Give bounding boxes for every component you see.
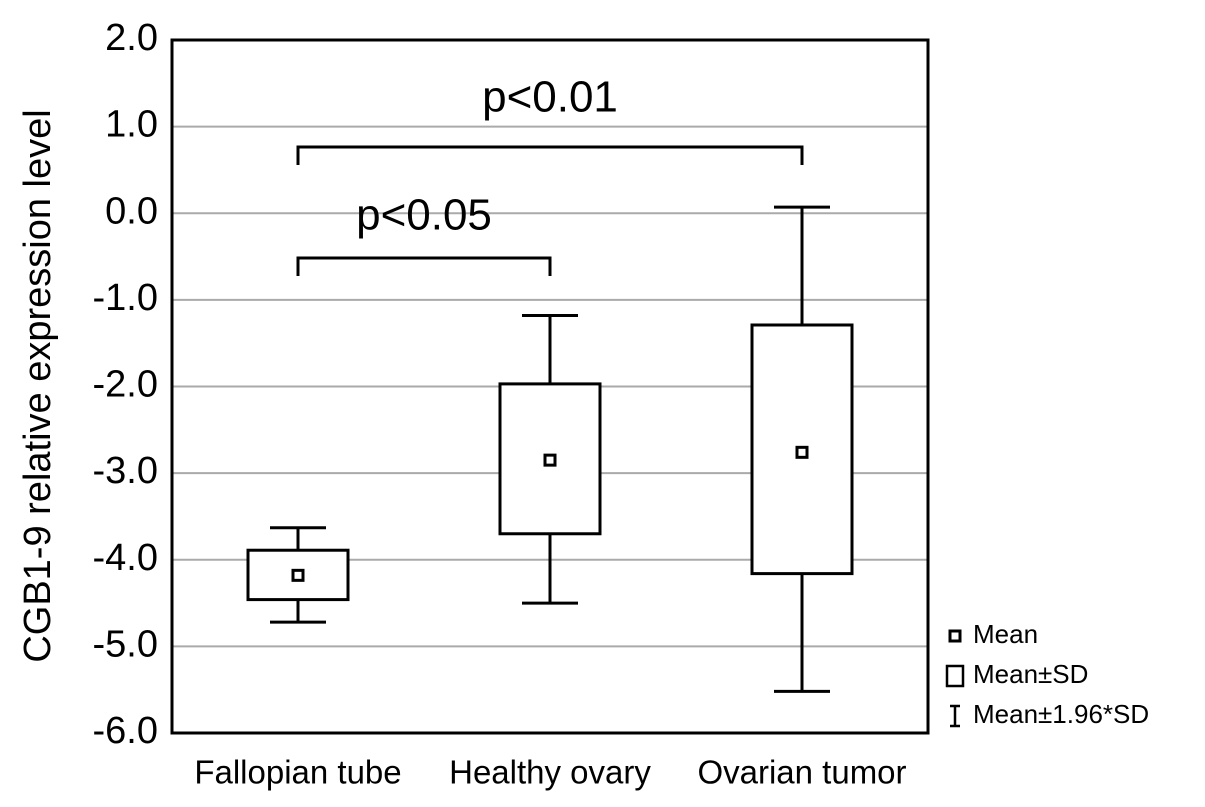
legend-symbol bbox=[945, 664, 965, 688]
y-tick-label: -3.0 bbox=[93, 450, 158, 492]
x-tick-label: Healthy ovary bbox=[449, 754, 651, 791]
y-axis-label: CGB1-9 relative expression level bbox=[17, 109, 59, 662]
y-tick-label: 1.0 bbox=[105, 104, 158, 146]
significance-bracket bbox=[296, 145, 804, 165]
legend-label: Mean±SD bbox=[973, 659, 1088, 689]
y-tick-label: 0.0 bbox=[105, 190, 158, 232]
legend-label: Mean bbox=[973, 619, 1038, 649]
y-tick-label: -4.0 bbox=[93, 537, 158, 579]
y-tick-label: -5.0 bbox=[93, 623, 158, 665]
legend-symbol bbox=[950, 704, 960, 728]
mean-marker bbox=[795, 445, 809, 459]
x-tick-label: Ovarian tumor bbox=[697, 754, 906, 791]
y-tick-label: 2.0 bbox=[105, 17, 158, 59]
legend-symbol bbox=[948, 629, 962, 643]
mean-marker bbox=[543, 453, 557, 467]
significance-bracket bbox=[296, 256, 552, 276]
y-tick-label: -2.0 bbox=[93, 364, 158, 406]
legend-label: Mean±1.96*SD bbox=[973, 699, 1149, 729]
y-tick-label: -1.0 bbox=[93, 277, 158, 319]
mean-marker bbox=[291, 568, 305, 582]
y-tick-label: -6.0 bbox=[93, 710, 158, 752]
plot-frame bbox=[170, 38, 930, 735]
annotation: p<0.01 bbox=[482, 73, 618, 122]
x-tick-label: Fallopian tube bbox=[194, 754, 401, 791]
annotation: p<0.05 bbox=[356, 191, 492, 240]
